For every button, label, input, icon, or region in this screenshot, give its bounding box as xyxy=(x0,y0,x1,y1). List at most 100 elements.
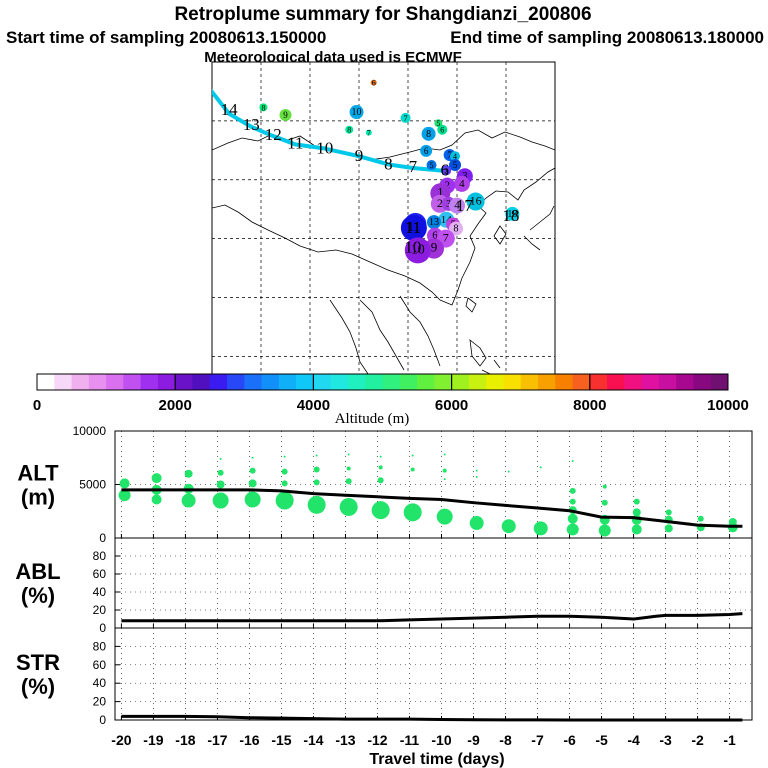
altitude-distribution-dot xyxy=(569,487,576,494)
y-tick-label: 40 xyxy=(93,676,107,690)
plume-cluster-label: 7 xyxy=(443,231,449,245)
altitude-distribution-dot xyxy=(566,523,579,536)
plume-cluster-label: 6 xyxy=(424,146,429,156)
altitude-distribution-dot xyxy=(665,509,672,516)
panel-str: 80 60 40 20 0 STR(%) xyxy=(16,627,753,727)
colorbar-swatch xyxy=(589,374,608,390)
plume-cluster-dot xyxy=(421,126,436,141)
retroplume-map: 6891075878667455234212341618141351281167… xyxy=(211,61,556,375)
colorbar-swatch xyxy=(330,374,349,390)
plume-cluster-dot xyxy=(450,151,461,162)
x-tick-label: -1 xyxy=(723,732,736,748)
altitude-distribution-dot xyxy=(251,456,254,459)
series-line-str xyxy=(121,714,743,722)
colorbar-swatch xyxy=(624,374,643,390)
mean-trajectory xyxy=(212,88,447,173)
colorbar-swatch xyxy=(451,374,470,390)
trajectory-day-label: 10 xyxy=(316,138,333,157)
altitude-distribution-dot xyxy=(631,524,642,535)
x-tick-label: -13 xyxy=(335,732,355,748)
altitude-distribution-dot xyxy=(436,508,453,525)
start-time-label: Start time of sampling 20080613.150000 xyxy=(6,28,326,47)
trajectory-day-label: 14 xyxy=(221,100,239,119)
altitude-distribution-dot xyxy=(345,478,352,485)
plume-cluster-label: 2 xyxy=(437,196,443,210)
plume-cluster-label: 4 xyxy=(453,152,457,161)
altitude-distribution-dot xyxy=(377,477,384,484)
altitude-distribution-dot xyxy=(181,493,196,508)
plume-cluster-label: 6 xyxy=(372,79,376,88)
plume-cluster-label: 10 xyxy=(352,107,362,118)
colorbar-tick-label: 0 xyxy=(33,397,41,414)
plume-cluster-label: 13 xyxy=(429,217,439,228)
plume-cluster-dot xyxy=(365,129,372,136)
plume-cluster-label: 2 xyxy=(444,166,448,175)
altitude-distribution-dot xyxy=(571,459,574,462)
plume-cluster-label: 7 xyxy=(367,129,371,138)
plume-cluster-dot xyxy=(345,125,354,134)
altitude-distribution-dot xyxy=(443,478,446,481)
y-tick-label: 40 xyxy=(93,585,107,599)
x-tick-label: -17 xyxy=(207,732,227,748)
trajectory-day-label: 6 xyxy=(441,161,450,180)
colorbar-swatch xyxy=(607,374,625,390)
plume-cluster-dot xyxy=(370,79,377,86)
plume-cluster-dot xyxy=(437,124,448,135)
y-tick-label: 20 xyxy=(93,603,107,617)
colorbar-swatch xyxy=(244,374,262,390)
x-axis-label: Travel time (days) xyxy=(369,751,504,768)
altitude-distribution-dot xyxy=(281,468,288,475)
plume-cluster-label: 3 xyxy=(446,199,451,210)
panel-unit: (m) xyxy=(21,485,55,510)
colorbar-swatch xyxy=(123,374,142,390)
altitude-distribution-dot xyxy=(533,521,548,536)
altitude-distribution-dot xyxy=(313,479,320,486)
colorbar-swatch xyxy=(88,374,107,390)
plume-clusters: 6891075878667455234212341618141351281167… xyxy=(259,79,520,264)
plume-cluster-dot xyxy=(426,215,441,230)
colorbar-swatch xyxy=(676,374,694,390)
altitude-distribution-dot xyxy=(442,468,447,473)
plume-cluster-dot xyxy=(279,108,292,121)
plume-cluster-label: 2 xyxy=(444,180,450,192)
plume-cluster-label: 8 xyxy=(426,129,431,140)
plume-cluster-dot xyxy=(426,160,437,171)
colorbar-swatch xyxy=(54,374,72,390)
colorbar-swatch xyxy=(572,374,591,390)
y-tick-label: 0 xyxy=(99,531,106,545)
colorbar-swatch xyxy=(192,374,211,390)
altitude-distribution-dot xyxy=(378,465,383,470)
plume-cluster-label: 8 xyxy=(261,103,265,112)
x-tick-label: -18 xyxy=(175,732,195,748)
plume-cluster-dot xyxy=(400,215,427,242)
series-line-abl xyxy=(121,612,743,623)
map-frame xyxy=(211,61,556,375)
panel-alt: 10000 5000 0 ALT(m) xyxy=(17,424,753,545)
altitude-distribution-dot xyxy=(443,453,446,456)
colorbar-swatch xyxy=(399,374,418,390)
colorbar-label: Altitude (m) xyxy=(335,411,410,427)
colorbar-swatch xyxy=(382,374,401,390)
x-tick-label: -7 xyxy=(531,732,544,748)
altitude-distribution-dot xyxy=(313,466,320,473)
colorbar-tick-label: 8000 xyxy=(573,397,606,414)
plume-cluster-dot xyxy=(349,105,364,120)
y-tick-label: 60 xyxy=(93,658,107,672)
plume-cluster-dot xyxy=(259,103,268,112)
plume-cluster-dot xyxy=(449,159,462,172)
colorbar-swatch xyxy=(227,374,245,390)
x-tick-label: -6 xyxy=(563,732,576,748)
altitude-distribution-dot xyxy=(632,508,641,517)
plume-cluster-dot xyxy=(420,144,433,157)
colorbar-swatch xyxy=(261,374,280,390)
series-line-alt xyxy=(121,488,743,528)
plume-cluster-label: 9 xyxy=(283,110,288,120)
altitude-distribution-dot xyxy=(501,519,516,534)
colorbar-swatch xyxy=(278,374,297,390)
y-tick-label: 5000 xyxy=(79,478,106,492)
plume-cluster-dot xyxy=(404,237,431,264)
panel-label: ABL xyxy=(15,559,60,584)
altitude-distribution-dot xyxy=(151,473,162,484)
trajectory-day-label: 12 xyxy=(265,125,282,144)
panel-frame xyxy=(114,627,753,721)
